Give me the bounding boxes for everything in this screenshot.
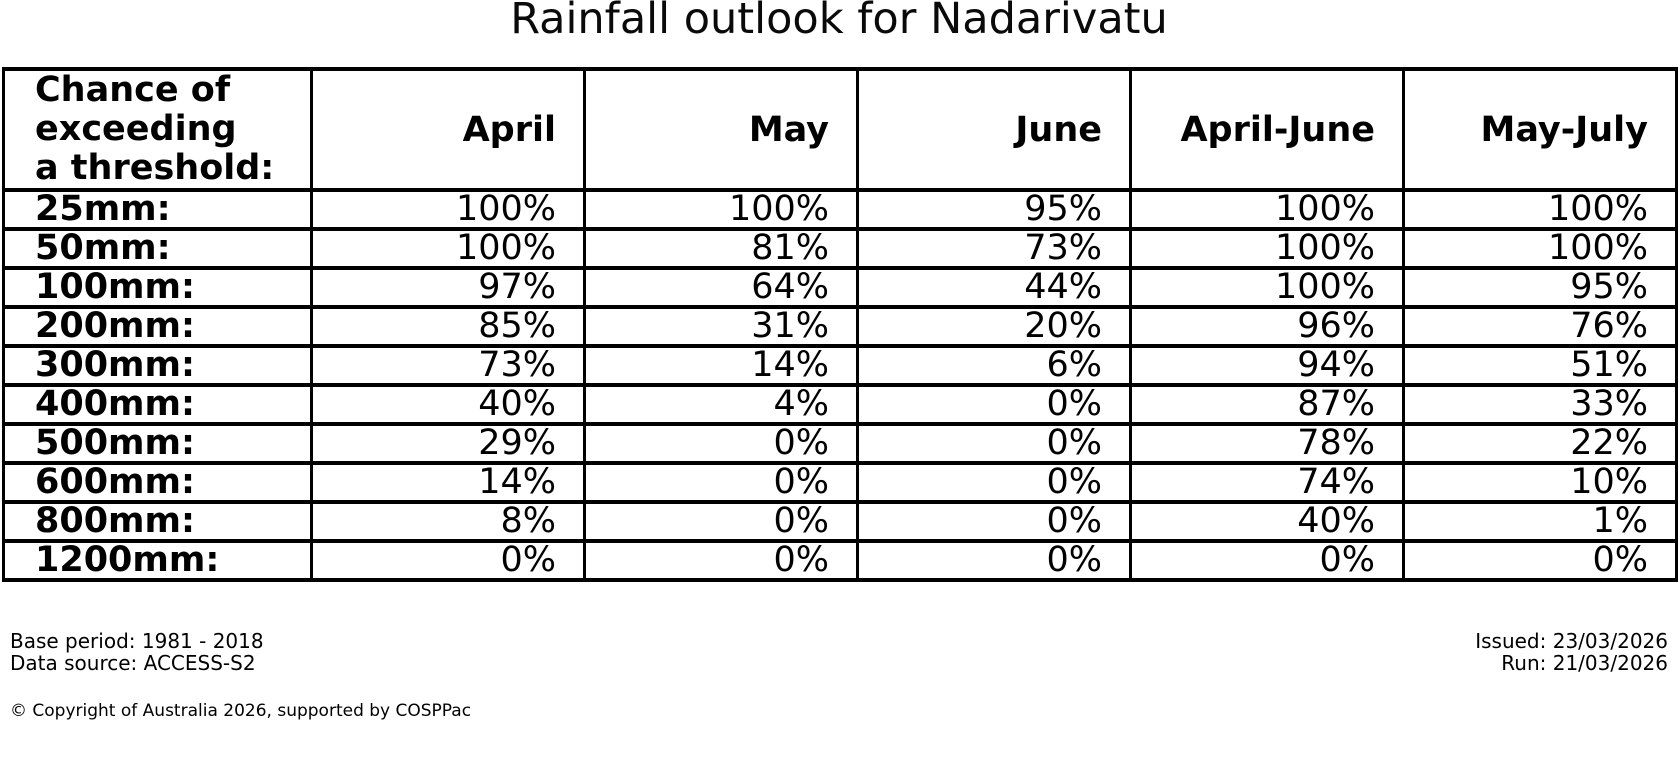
probability-cell: 95% [856, 188, 1132, 231]
probability-cell: 97% [310, 266, 586, 309]
corner-header-chance-of-exceeding: Chance of exceeding a threshold: [2, 67, 313, 192]
probability-cell: 0% [856, 422, 1132, 465]
probability-cell: 0% [856, 500, 1132, 543]
probability-cell: 0% [583, 422, 859, 465]
threshold-label: 100mm: [2, 266, 313, 309]
threshold-label: 1200mm: [2, 539, 313, 582]
probability-cell: 95% [1402, 266, 1678, 309]
column-header-may: May [583, 67, 859, 192]
probability-cell: 74% [1129, 461, 1405, 504]
column-header-may-july: May-July [1402, 67, 1678, 192]
probability-cell: 0% [583, 539, 859, 582]
probability-cell: 100% [1402, 188, 1678, 231]
table-row: 200mm: 85% 31% 20% 96% 76% [2, 305, 1678, 348]
probability-cell: 100% [1129, 266, 1405, 309]
probability-cell: 0% [1402, 539, 1678, 582]
probability-cell: 100% [1129, 227, 1405, 270]
probability-cell: 40% [310, 383, 586, 426]
issued-date-text: Issued: 23/03/2026 [1475, 629, 1668, 653]
probability-cell: 100% [583, 188, 859, 231]
probability-cell: 6% [856, 344, 1132, 387]
threshold-label: 300mm: [2, 344, 313, 387]
probability-cell: 40% [1129, 500, 1405, 543]
table-row: 500mm: 29% 0% 0% 78% 22% [2, 422, 1678, 465]
probability-cell: 73% [856, 227, 1132, 270]
probability-cell: 81% [583, 227, 859, 270]
probability-cell: 78% [1129, 422, 1405, 465]
table-row: 25mm: 100% 100% 95% 100% 100% [2, 188, 1678, 231]
probability-cell: 8% [310, 500, 586, 543]
probability-cell: 85% [310, 305, 586, 348]
probability-cell: 64% [583, 266, 859, 309]
base-period-text: Base period: 1981 - 2018 [10, 629, 264, 653]
table-row: 400mm: 40% 4% 0% 87% 33% [2, 383, 1678, 426]
probability-cell: 20% [856, 305, 1132, 348]
threshold-label: 500mm: [2, 422, 313, 465]
threshold-label: 25mm: [2, 188, 313, 231]
probability-cell: 0% [856, 383, 1132, 426]
probability-cell: 100% [310, 227, 586, 270]
probability-cell: 51% [1402, 344, 1678, 387]
threshold-label: 50mm: [2, 227, 313, 270]
probability-cell: 14% [583, 344, 859, 387]
footer-left-block: Base period: 1981 - 2018 Data source: AC… [10, 630, 264, 674]
data-source-text: Data source: ACCESS-S2 [10, 651, 256, 675]
threshold-label: 600mm: [2, 461, 313, 504]
probability-cell: 4% [583, 383, 859, 426]
copyright-text: © Copyright of Australia 2026, supported… [10, 701, 472, 721]
table-row: 100mm: 97% 64% 44% 100% 95% [2, 266, 1678, 309]
table-row: 300mm: 73% 14% 6% 94% 51% [2, 344, 1678, 387]
probability-cell: 76% [1402, 305, 1678, 348]
probability-cell: 14% [310, 461, 586, 504]
table-row: 1200mm: 0% 0% 0% 0% 0% [2, 539, 1678, 582]
probability-cell: 96% [1129, 305, 1405, 348]
probability-cell: 87% [1129, 383, 1405, 426]
column-header-april-june: April-June [1129, 67, 1405, 192]
probability-cell: 1% [1402, 500, 1678, 543]
probability-cell: 0% [856, 461, 1132, 504]
probability-cell: 22% [1402, 422, 1678, 465]
probability-cell: 0% [583, 461, 859, 504]
probability-cell: 100% [1402, 227, 1678, 270]
probability-cell: 0% [583, 500, 859, 543]
probability-cell: 100% [1129, 188, 1405, 231]
threshold-label: 200mm: [2, 305, 313, 348]
probability-cell: 0% [310, 539, 586, 582]
probability-cell: 100% [310, 188, 586, 231]
probability-cell: 0% [856, 539, 1132, 582]
rainfall-probability-table: Chance of exceeding a threshold: April M… [2, 67, 1678, 582]
run-date-text: Run: 21/03/2026 [1501, 651, 1668, 675]
probability-cell: 73% [310, 344, 586, 387]
probability-cell: 29% [310, 422, 586, 465]
threshold-label: 400mm: [2, 383, 313, 426]
probability-cell: 31% [583, 305, 859, 348]
table-row: 50mm: 100% 81% 73% 100% 100% [2, 227, 1678, 270]
probability-cell: 44% [856, 266, 1132, 309]
probability-cell: 10% [1402, 461, 1678, 504]
page-title: Rainfall outlook for Nadarivatu [510, 0, 1168, 44]
table-header-row: Chance of exceeding a threshold: April M… [2, 67, 1678, 192]
probability-cell: 94% [1129, 344, 1405, 387]
footer-right-block: Issued: 23/03/2026 Run: 21/03/2026 [1475, 630, 1668, 674]
probability-cell: 33% [1402, 383, 1678, 426]
column-header-april: April [310, 67, 586, 192]
probability-cell: 0% [1129, 539, 1405, 582]
column-header-june: June [856, 67, 1132, 192]
threshold-label: 800mm: [2, 500, 313, 543]
table-row: 800mm: 8% 0% 0% 40% 1% [2, 500, 1678, 543]
table-row: 600mm: 14% 0% 0% 74% 10% [2, 461, 1678, 504]
